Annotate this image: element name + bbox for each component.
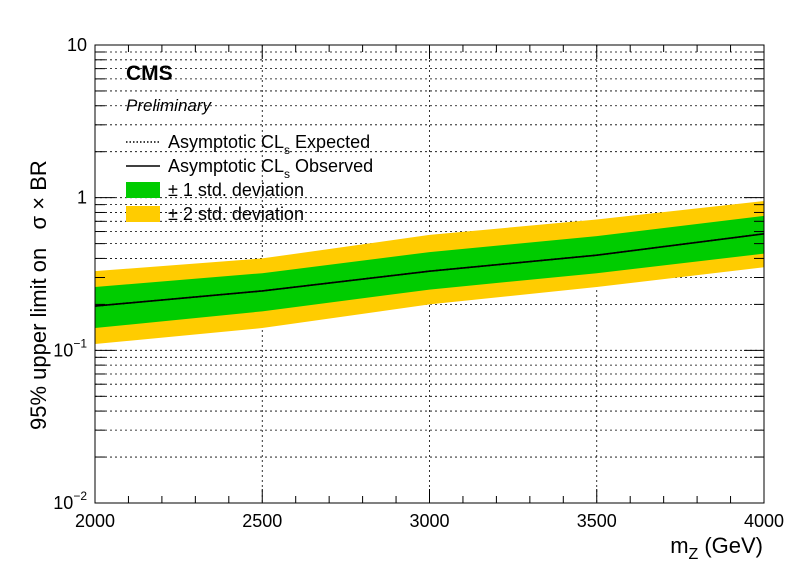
x-tick-labels: 2000 2500 3000 3500 4000 [75, 511, 784, 531]
preliminary-label: Preliminary [126, 96, 213, 115]
legend-symbol-band1 [126, 182, 160, 198]
legend-symbol-band2 [126, 206, 160, 222]
x-tick-label: 3000 [409, 511, 449, 531]
x-axis-label: mZ (GeV) [670, 533, 763, 563]
x-axis-label-sub: Z [689, 546, 699, 563]
legend-label-band1: ± 1 std. deviation [168, 180, 304, 200]
legend-label-expected: Asymptotic CLs Expected [168, 132, 370, 157]
legend-label-observed: Asymptotic CLs Observed [168, 156, 373, 181]
x-axis-label-unit: (GeV) [704, 533, 763, 558]
cms-label: CMS [126, 62, 173, 85]
line-layer [94, 232, 765, 307]
observed-line [94, 232, 765, 307]
y-tick-label: 10−1 [53, 336, 87, 360]
plot-frame [94, 44, 765, 504]
x-tick-label: 2500 [242, 511, 282, 531]
y-axis-label: 95% upper limit on σ × BR [26, 160, 51, 430]
grid-layer [95, 45, 764, 503]
x-axis-label-main: m [670, 533, 688, 558]
y-tick-label: 1 [77, 188, 87, 208]
x-tick-label: 4000 [744, 511, 784, 531]
y-tick-labels: 10 1 10−1 10−2 [53, 35, 87, 513]
legend-label-band2: ± 2 std. deviation [168, 204, 304, 224]
y-tick-label: 10−2 [53, 489, 87, 513]
y-tick-label: 10 [67, 35, 87, 55]
x-tick-label: 3500 [577, 511, 617, 531]
x-tick-label: 2000 [75, 511, 115, 531]
